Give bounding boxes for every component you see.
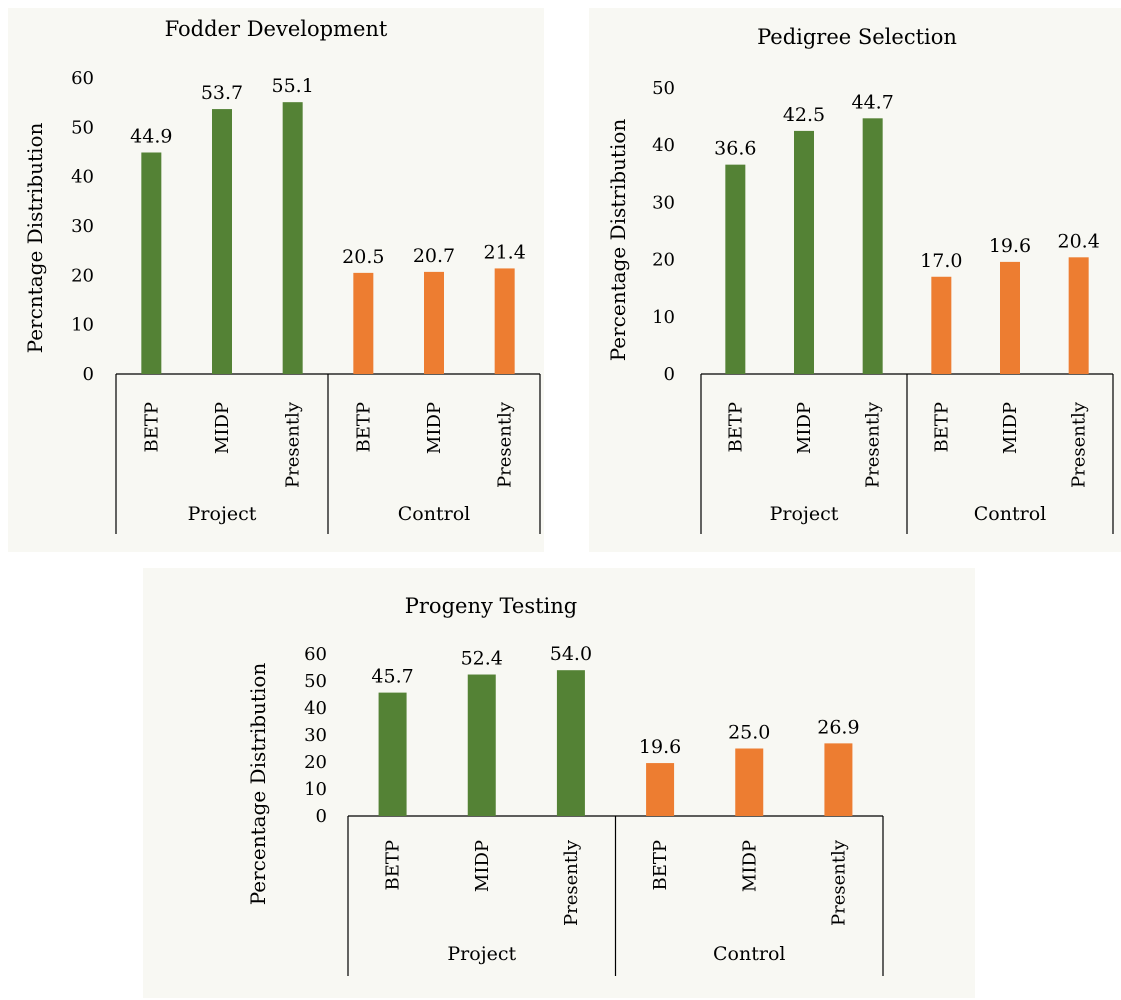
data-label: 25.0 bbox=[728, 722, 770, 744]
y-tick-label: 30 bbox=[71, 216, 94, 237]
y-tick-label: 10 bbox=[71, 315, 94, 336]
bar bbox=[735, 748, 764, 816]
x-category-label: MIDP bbox=[472, 840, 493, 892]
bar bbox=[1000, 261, 1020, 374]
data-label: 45.7 bbox=[371, 666, 413, 688]
chart-panel-pedigree-selection: Pedigree Selection Percentage Distributio… bbox=[589, 8, 1121, 552]
x-group-label: Control bbox=[713, 943, 785, 965]
bar bbox=[824, 743, 853, 816]
y-tick-label: 20 bbox=[71, 265, 94, 286]
chart-title: Fodder Development bbox=[165, 17, 388, 41]
data-label: 19.6 bbox=[639, 736, 681, 758]
bar bbox=[794, 130, 814, 374]
y-tick-label: 50 bbox=[652, 78, 675, 99]
y-tick-label: 20 bbox=[652, 250, 675, 271]
y-tick-label: 50 bbox=[304, 671, 327, 692]
x-group-label: Control bbox=[398, 503, 470, 525]
bar bbox=[424, 271, 444, 374]
x-category-label: MIDP bbox=[794, 402, 815, 454]
y-tick-label: 60 bbox=[304, 644, 327, 665]
x-category-label: BETP bbox=[383, 840, 404, 890]
x-category-label: MIDP bbox=[212, 402, 233, 454]
y-tick-label: 0 bbox=[83, 364, 94, 385]
y-tick-label: 10 bbox=[304, 779, 327, 800]
chart-pedigree-selection: Pedigree Selection Percentage Distributio… bbox=[606, 25, 1114, 534]
x-category-label: BETP bbox=[931, 402, 952, 452]
x-category-label: BETP bbox=[353, 402, 374, 452]
x-category-label: Presently bbox=[283, 401, 304, 488]
x-category-label: MIDP bbox=[424, 402, 445, 454]
x-category-label: BETP bbox=[725, 402, 746, 452]
data-label: 55.1 bbox=[272, 75, 314, 97]
x-group-label: Project bbox=[770, 503, 839, 525]
bar bbox=[378, 692, 407, 816]
x-category-label: MIDP bbox=[1000, 402, 1021, 454]
chart-fodder-development: Fodder Development Percntage Distribution… bbox=[23, 17, 541, 534]
chart-title: Pedigree Selection bbox=[757, 25, 957, 49]
bar bbox=[1068, 257, 1089, 374]
y-tick-label: 40 bbox=[71, 167, 94, 188]
x-category-label: Presently bbox=[863, 401, 884, 488]
data-label: 20.5 bbox=[342, 246, 384, 268]
bar bbox=[494, 268, 515, 374]
x-group-label: Control bbox=[974, 503, 1046, 525]
bar bbox=[725, 164, 746, 374]
x-category-label: MIDP bbox=[739, 840, 760, 892]
y-axis-label: Percentage Distribution bbox=[246, 663, 270, 906]
y-tick-label: 40 bbox=[304, 698, 327, 719]
bar bbox=[212, 109, 232, 374]
data-label: 52.4 bbox=[461, 648, 503, 670]
y-tick-label: 20 bbox=[304, 752, 327, 773]
x-category-label: Presently bbox=[495, 401, 516, 488]
data-label: 21.4 bbox=[484, 241, 526, 263]
data-label: 36.6 bbox=[714, 138, 756, 160]
data-label: 53.7 bbox=[201, 82, 243, 104]
y-axis-label: Percentage Distribution bbox=[606, 119, 630, 362]
bar bbox=[646, 763, 675, 816]
data-label: 19.6 bbox=[989, 235, 1031, 257]
y-tick-label: 30 bbox=[304, 725, 327, 746]
y-tick-label: 40 bbox=[652, 135, 675, 156]
y-axis-label: Percntage Distribution bbox=[23, 123, 47, 354]
y-tick-label: 10 bbox=[652, 307, 675, 328]
bar bbox=[862, 118, 883, 374]
chart-panel-fodder-development: Fodder Development Percntage Distribution… bbox=[8, 8, 544, 552]
chart-title: Progeny Testing bbox=[405, 594, 577, 618]
x-group-label: Project bbox=[188, 503, 257, 525]
bar bbox=[282, 102, 303, 374]
y-tick-label: 30 bbox=[652, 192, 675, 213]
chart-panel-progeny-testing: Progeny Testing Percentage Distribution 0 1… bbox=[143, 568, 975, 998]
y-tick-label: 0 bbox=[316, 806, 327, 827]
y-tick-label: 50 bbox=[71, 117, 94, 138]
data-label: 17.0 bbox=[920, 250, 962, 272]
bar bbox=[467, 674, 496, 816]
x-category-label: Presently bbox=[828, 839, 849, 926]
bar bbox=[353, 272, 374, 374]
y-tick-label: 60 bbox=[71, 68, 94, 89]
x-category-label: BETP bbox=[141, 402, 162, 452]
data-label: 20.4 bbox=[1058, 230, 1100, 252]
data-label: 20.7 bbox=[413, 245, 455, 267]
y-tick-label: 0 bbox=[664, 364, 675, 385]
bar bbox=[556, 670, 585, 816]
data-label: 44.9 bbox=[130, 125, 172, 147]
x-group-label: Project bbox=[447, 943, 516, 965]
x-category-label: BETP bbox=[650, 840, 671, 890]
x-category-label: Presently bbox=[1069, 401, 1090, 488]
chart-progeny-testing: Progeny Testing Percentage Distribution 0 1… bbox=[246, 594, 884, 976]
x-category-label: Presently bbox=[561, 839, 582, 926]
bar bbox=[931, 276, 952, 374]
data-label: 44.7 bbox=[852, 91, 894, 113]
data-label: 42.5 bbox=[783, 104, 825, 126]
bar bbox=[141, 152, 162, 374]
data-label: 54.0 bbox=[550, 643, 592, 665]
data-label: 26.9 bbox=[817, 716, 859, 738]
